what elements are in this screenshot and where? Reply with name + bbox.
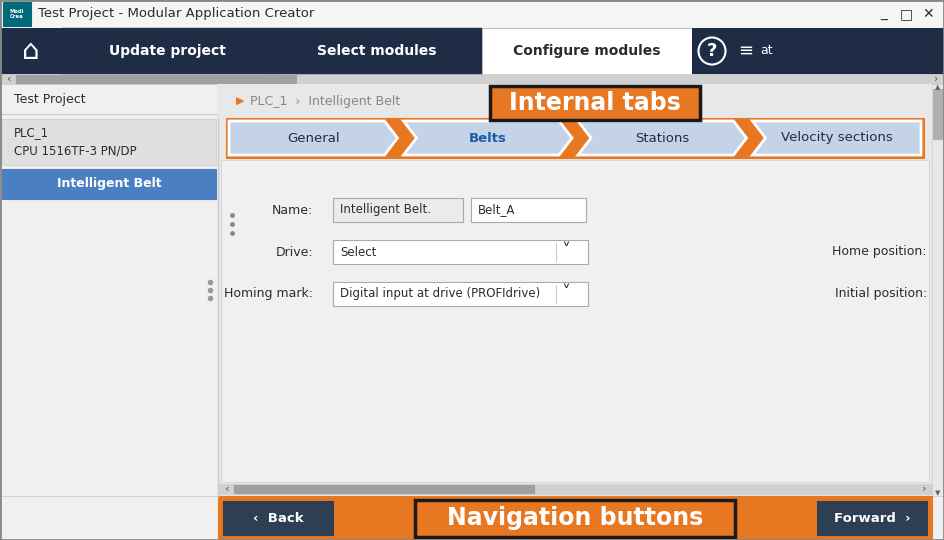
Bar: [333, 198, 463, 222]
Text: Test Project: Test Project: [14, 93, 86, 106]
Text: PLC_1  ›  Intelligent Belt: PLC_1 › Intelligent Belt: [250, 94, 400, 107]
Bar: [226, 118, 924, 158]
Text: Intelligent Belt: Intelligent Belt: [57, 178, 161, 191]
Bar: [218, 484, 932, 494]
Text: Select modules: Select modules: [317, 44, 437, 58]
Text: ˅: ˅: [562, 242, 570, 260]
Bar: [3, 2, 31, 26]
Bar: [221, 160, 929, 482]
Text: Configure modules: Configure modules: [514, 44, 661, 58]
Bar: [490, 86, 700, 120]
Bar: [223, 501, 333, 535]
Bar: [62, 28, 272, 74]
Text: Name:: Name:: [272, 204, 313, 217]
Text: Initial position:: Initial position:: [834, 287, 927, 300]
Bar: [0, 0, 944, 28]
Bar: [218, 84, 932, 496]
Text: ✕: ✕: [922, 7, 934, 21]
Bar: [333, 282, 588, 306]
Polygon shape: [752, 121, 921, 155]
Text: Update project: Update project: [109, 44, 226, 58]
Text: ▶: ▶: [236, 96, 244, 106]
Text: ›: ›: [934, 74, 938, 84]
Bar: [933, 89, 943, 139]
Text: Navigation buttons: Navigation buttons: [447, 506, 703, 530]
Bar: [471, 198, 586, 222]
Polygon shape: [403, 121, 572, 155]
Text: _: _: [881, 7, 887, 21]
Bar: [932, 84, 944, 496]
Text: Velocity sections: Velocity sections: [781, 132, 893, 145]
Bar: [234, 485, 534, 493]
Text: Select: Select: [340, 246, 377, 259]
Bar: [0, 74, 944, 84]
Bar: [2, 119, 216, 165]
Text: Stations: Stations: [635, 132, 689, 145]
Text: Home position:: Home position:: [833, 246, 927, 259]
Bar: [0, 84, 218, 496]
Polygon shape: [578, 121, 747, 155]
Text: ›: ›: [921, 484, 926, 494]
Text: Intelligent Belt.: Intelligent Belt.: [340, 204, 431, 217]
Text: Modi
Crea: Modi Crea: [9, 9, 25, 19]
Bar: [218, 84, 932, 118]
Bar: [692, 28, 944, 74]
Text: Belt_A: Belt_A: [478, 204, 515, 217]
Bar: [0, 496, 944, 540]
Bar: [16, 75, 296, 83]
Bar: [333, 240, 588, 264]
Text: Belts: Belts: [469, 132, 507, 145]
Text: ‹: ‹: [6, 74, 10, 84]
Text: ≡: ≡: [738, 42, 753, 60]
Text: Drive:: Drive:: [276, 246, 313, 259]
Bar: [218, 496, 932, 540]
Text: ‹: ‹: [224, 484, 228, 494]
Text: ▲: ▲: [936, 84, 940, 90]
Text: ▼: ▼: [936, 490, 940, 496]
Text: Digital input at drive (PROFIdrive): Digital input at drive (PROFIdrive): [340, 287, 540, 300]
Text: at: at: [761, 44, 773, 57]
Text: ⌂: ⌂: [23, 37, 40, 65]
Text: Test Project - Modular Application Creator: Test Project - Modular Application Creat…: [38, 8, 314, 21]
Text: ˅: ˅: [562, 284, 570, 302]
Text: Forward  ›: Forward ›: [834, 511, 910, 524]
Bar: [272, 28, 482, 74]
Text: Internal tabs: Internal tabs: [509, 91, 681, 115]
Text: PLC_1
CPU 1516TF-3 PN/DP: PLC_1 CPU 1516TF-3 PN/DP: [14, 126, 137, 158]
Text: □: □: [900, 7, 913, 21]
Text: Homing mark:: Homing mark:: [224, 287, 313, 300]
Bar: [817, 501, 927, 535]
Bar: [0, 28, 944, 74]
Text: ?: ?: [707, 42, 717, 60]
Text: ‹  Back: ‹ Back: [253, 511, 303, 524]
Polygon shape: [229, 121, 397, 155]
Bar: [482, 28, 692, 74]
Bar: [415, 500, 735, 537]
Bar: [2, 169, 216, 199]
Text: General: General: [287, 132, 340, 145]
